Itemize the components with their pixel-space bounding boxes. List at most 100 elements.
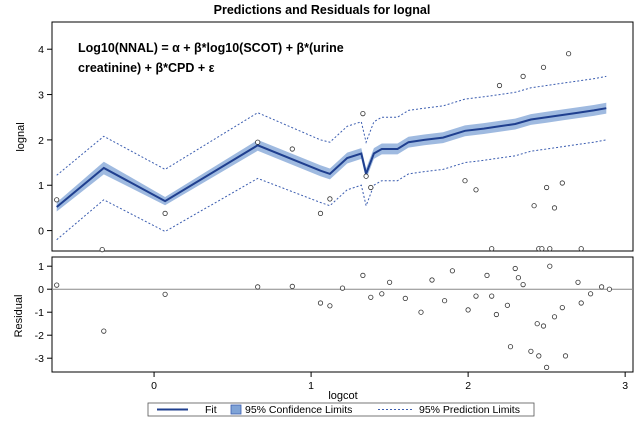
y-tick-label: 0 <box>38 226 44 238</box>
predictions-panel-frame <box>51 21 634 252</box>
observation-point <box>317 210 324 216</box>
x-tick-label: 0 <box>151 380 157 392</box>
residual-point <box>368 294 374 300</box>
y-tick-label: 1 <box>38 180 44 192</box>
residual-point <box>289 283 295 289</box>
observation-point <box>547 246 553 252</box>
observation-point <box>462 178 468 184</box>
observation-point <box>363 173 369 179</box>
x-tick-label: 3 <box>622 380 628 392</box>
x-tick-label: 1 <box>308 380 314 392</box>
residual-point <box>402 295 408 301</box>
residual-point <box>587 291 594 297</box>
observation-point <box>360 111 366 117</box>
observation-point <box>289 146 295 152</box>
observation-point <box>539 246 545 252</box>
residual-point <box>255 284 261 290</box>
residual-point <box>543 364 550 370</box>
residual-point <box>536 353 542 359</box>
observation-point <box>531 203 537 209</box>
residual-point <box>54 282 60 288</box>
residual-point <box>540 323 547 329</box>
observation-point <box>559 180 565 186</box>
observation-point <box>540 64 547 70</box>
axes-layer: 0 1 2 3 0 1 2 3 4 1 0 -1 -2 -3 <box>35 44 629 392</box>
observation-point <box>255 139 261 145</box>
residual-point <box>559 304 565 311</box>
bottom-y-axis-label: Residual <box>13 295 25 338</box>
residual-point <box>551 314 558 320</box>
residual-point <box>484 272 490 278</box>
observation-point <box>520 73 526 80</box>
residual-point <box>162 291 168 297</box>
observation-point <box>327 196 333 202</box>
y-tick-label: -2 <box>35 330 44 342</box>
y-tick-label: -3 <box>35 353 44 365</box>
y-tick-label: 0 <box>38 284 44 296</box>
residual-point <box>489 293 495 299</box>
y-tick-label: -1 <box>35 307 44 319</box>
chart-title: Predictions and Residuals for lognal <box>214 3 431 17</box>
residual-point <box>449 268 455 274</box>
legend: Fit 95% Confidence Limits 95% Prediction… <box>147 402 535 417</box>
residuals-plot-area <box>52 263 633 370</box>
residual-point <box>606 286 613 292</box>
observation-point <box>54 197 60 203</box>
model-equation-line-2: creatinine) + β*CPD + ε <box>78 61 215 75</box>
residuals-panel-frame <box>51 256 634 373</box>
residual-point <box>515 275 522 281</box>
residual-point <box>520 281 526 288</box>
residual-point <box>598 284 605 290</box>
fit-line <box>56 107 607 208</box>
observation-point <box>565 51 572 57</box>
residual-point <box>473 293 479 299</box>
residual-point <box>528 348 534 354</box>
observation-point <box>578 246 584 252</box>
legend-confidence-label: 95% Confidence Limits <box>245 404 352 416</box>
observation-point <box>543 184 550 191</box>
y-tick-label: 1 <box>38 261 44 273</box>
residual-point <box>534 321 540 327</box>
observation-point <box>473 187 479 193</box>
legend-confidence-swatch <box>230 404 242 415</box>
observation-point <box>368 184 374 191</box>
residual-point <box>360 272 366 278</box>
residual-point <box>578 300 584 306</box>
observation-point <box>489 246 495 252</box>
x-axis-label: logcot <box>328 390 357 402</box>
legend-fit-label: Fit <box>205 404 217 416</box>
residual-point <box>504 302 510 308</box>
observation-point <box>551 205 558 211</box>
residual-point <box>418 309 424 315</box>
observation-point <box>496 82 503 89</box>
residual-point <box>339 285 346 291</box>
y-tick-label: 4 <box>38 44 44 56</box>
predictions-plot-area <box>54 51 607 253</box>
residual-point <box>101 328 107 334</box>
residual-point <box>429 277 435 283</box>
residual-point <box>547 263 553 269</box>
top-y-axis-label: lognal <box>15 122 27 151</box>
residual-point <box>512 265 518 272</box>
residual-point <box>465 307 471 313</box>
legend-box <box>147 402 535 417</box>
observation-point <box>162 210 168 216</box>
residual-point <box>575 279 581 285</box>
residual-point <box>386 279 393 285</box>
residual-point <box>493 311 499 318</box>
y-tick-label: 2 <box>38 135 44 147</box>
model-equation-line-1: Log10(NNAL) = α + β*log10(SCOT) + β*(uri… <box>78 41 344 55</box>
observation-point <box>99 247 105 253</box>
residual-point <box>317 300 324 306</box>
prediction-limit-upper <box>56 75 607 176</box>
y-tick-label: 3 <box>38 90 44 102</box>
residual-point <box>327 303 333 309</box>
residual-point <box>562 353 569 359</box>
legend-prediction-label: 95% Prediction Limits <box>419 404 520 416</box>
x-tick-label: 2 <box>465 380 471 392</box>
residual-point <box>441 298 448 304</box>
residual-point <box>379 291 385 297</box>
prediction-limit-lower <box>56 139 607 241</box>
residual-point <box>507 344 514 350</box>
